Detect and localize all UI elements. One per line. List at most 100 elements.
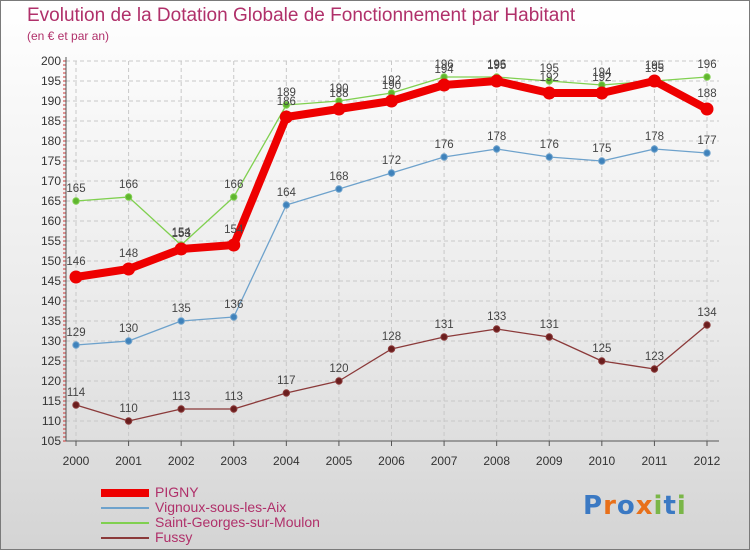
data-label-pigny: 153 [172, 228, 191, 240]
data-point-pigny [437, 78, 451, 92]
data-label-fussy: 134 [697, 307, 717, 319]
data-point-vignoux-sous-les-aix [703, 149, 711, 157]
x-tick-label: 2008 [483, 454, 510, 468]
x-tick-label: 2007 [431, 454, 458, 468]
y-tick-label: 130 [41, 334, 61, 348]
data-point-saint-georges-sur-moulon [545, 77, 553, 85]
y-tick-label: 170 [41, 174, 61, 188]
data-point-vignoux-sous-les-aix [492, 145, 501, 153]
data-label-fussy: 117 [277, 375, 295, 387]
data-label-pigny: 192 [592, 72, 611, 84]
data-point-fussy [703, 321, 711, 329]
y-tick-label: 110 [42, 414, 61, 428]
data-label-saint-georges-sur-moulon: 196 [434, 59, 453, 71]
data-label-fussy: 128 [382, 331, 401, 343]
data-label-fussy: 131 [540, 319, 559, 331]
data-point-vignoux-sous-les-aix [650, 145, 659, 153]
y-tick-label: 105 [41, 434, 61, 448]
data-label-fussy: 123 [645, 351, 664, 363]
data-label-saint-georges-sur-moulon: 166 [224, 179, 243, 191]
data-label-saint-georges-sur-moulon: 196 [697, 59, 716, 71]
legend-label-pigny: PIGNY [155, 484, 199, 500]
y-tick-label: 180 [41, 134, 61, 148]
logo-letter: t [663, 491, 677, 521]
data-point-saint-georges-sur-moulon [124, 193, 133, 201]
data-label-fussy: 120 [329, 363, 348, 375]
data-label-saint-georges-sur-moulon: 194 [592, 67, 612, 79]
data-point-saint-georges-sur-moulon [282, 101, 291, 109]
data-point-pigny [490, 74, 504, 88]
x-tick-label: 2012 [694, 454, 721, 468]
x-tick-label: 2005 [326, 454, 353, 468]
chart-title: Evolution de la Dotation Globale de Fonc… [27, 5, 576, 26]
data-point-fussy [492, 325, 501, 333]
data-label-pigny: 188 [329, 88, 348, 100]
data-label-pigny: 148 [119, 248, 138, 260]
x-tick-label: 2009 [536, 454, 563, 468]
y-tick-label: 185 [41, 114, 61, 128]
data-label-saint-georges-sur-moulon: 154 [172, 227, 192, 239]
data-label-saint-georges-sur-moulon: 196 [487, 59, 506, 71]
data-label-saint-georges-sur-moulon: 165 [66, 183, 85, 195]
data-point-vignoux-sous-les-aix [387, 169, 396, 177]
y-tick-label: 140 [41, 294, 61, 308]
grid-lines [66, 60, 719, 442]
y-tick-label: 195 [41, 74, 61, 88]
data-point-pigny [385, 94, 398, 108]
data-point-pigny [647, 74, 661, 88]
data-label-vignoux-sous-les-aix: 129 [66, 327, 85, 339]
data-label-saint-georges-sur-moulon: 195 [645, 63, 664, 75]
legend-swatch-pigny [101, 489, 149, 497]
data-point-vignoux-sous-les-aix [440, 153, 448, 161]
x-tick-label: 2002 [168, 454, 195, 468]
data-label-fussy: 113 [172, 391, 190, 403]
data-label-fussy: 125 [592, 343, 611, 355]
data-point-fussy [650, 365, 659, 373]
data-label-vignoux-sous-les-aix: 168 [329, 171, 348, 183]
x-tick-label: 2011 [642, 454, 668, 468]
data-point-pigny [122, 262, 136, 276]
data-label-pigny: 194 [434, 64, 454, 76]
legend-label-saint-georges-sur-moulon: Saint-Georges-sur-Moulon [155, 514, 320, 530]
data-point-saint-georges-sur-moulon [703, 73, 711, 81]
series-group [69, 73, 714, 425]
data-label-saint-georges-sur-moulon: 189 [277, 87, 296, 99]
data-point-fussy [335, 377, 343, 385]
y-tick-label: 150 [41, 254, 61, 268]
logo-letter: i [676, 491, 687, 521]
y-tick-label: 155 [41, 234, 61, 248]
data-label-saint-georges-sur-moulon: 195 [540, 63, 559, 75]
data-label-vignoux-sous-les-aix: 130 [119, 323, 138, 335]
data-label-vignoux-sous-les-aix: 177 [697, 135, 716, 147]
data-point-pigny [542, 86, 556, 100]
proxiti-logo: Proxiti [583, 491, 687, 521]
data-point-pigny [595, 86, 609, 100]
data-label-pigny: 195 [645, 60, 664, 72]
legend-swatch-vignoux-sous-les-aix [101, 507, 149, 509]
data-point-fussy [177, 405, 185, 413]
data-label-vignoux-sous-les-aix: 178 [487, 131, 506, 143]
y-tick-label: 135 [41, 314, 61, 328]
data-label-fussy: 114 [67, 387, 86, 399]
y-tick-label: 190 [41, 94, 61, 108]
data-label-vignoux-sous-les-aix: 136 [224, 299, 243, 311]
data-point-fussy [545, 333, 553, 341]
data-point-vignoux-sous-les-aix [545, 153, 553, 161]
data-point-pigny [279, 110, 293, 124]
y-tick-label: 115 [42, 394, 61, 408]
x-tick-label: 2003 [220, 454, 247, 468]
data-label-pigny: 195 [487, 60, 506, 72]
y-tick-label: 125 [41, 354, 61, 368]
legend-label-vignoux-sous-les-aix: Vignoux-sous-les-Aix [155, 499, 287, 515]
data-point-vignoux-sous-les-aix [72, 341, 80, 349]
data-point-saint-georges-sur-moulon [72, 197, 80, 205]
data-point-fussy [230, 405, 238, 413]
x-tick-label: 2006 [378, 454, 405, 468]
legend-swatch-fussy [101, 537, 149, 539]
data-label-pigny: 188 [697, 88, 716, 100]
logo-letter: r [603, 491, 617, 521]
data-point-vignoux-sous-les-aix [177, 317, 185, 325]
